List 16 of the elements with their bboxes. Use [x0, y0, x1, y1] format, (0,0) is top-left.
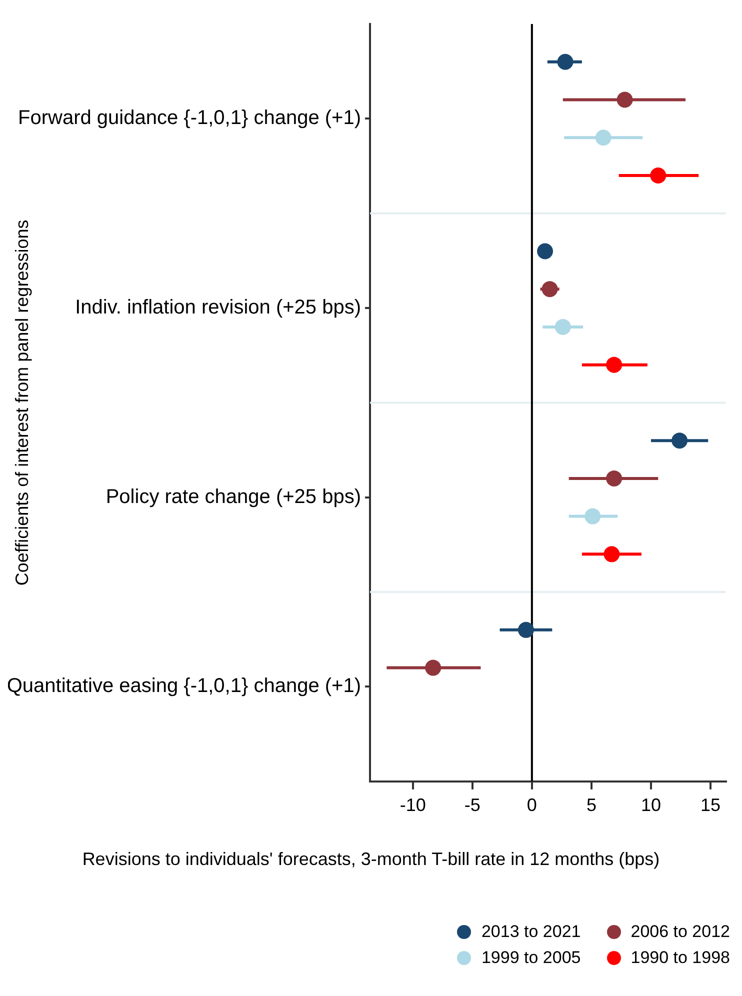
- x-tick-label: 0: [526, 795, 537, 816]
- y-tick-label: Policy rate change (+25 bps): [106, 486, 361, 508]
- legend-label: 2013 to 2021: [481, 922, 581, 942]
- x-tick-label: -10: [400, 795, 426, 816]
- y-axis-title: Coefficients of interest from panel regressions: [12, 220, 32, 586]
- y-tick-label: Indiv. inflation revision (+25 bps): [75, 296, 361, 319]
- legend-label: 2006 to 2012: [630, 922, 730, 942]
- x-tick-label: 10: [640, 795, 662, 816]
- y-tick-label: Quantitative easing {-1,0,1} change (+1): [6, 675, 361, 698]
- x-tick-label: 5: [586, 795, 596, 816]
- legend-label: 1999 to 2005: [481, 948, 581, 968]
- y-tick-label: Forward guidance {-1,0,1} change (+1): [18, 107, 361, 130]
- x-axis-title: Revisions to individuals' forecasts, 3-month T-bill rate in 12 months (bps): [81, 849, 661, 870]
- legend-label: 1990 to 1998: [630, 948, 730, 968]
- x-tick-label: 15: [700, 795, 721, 816]
- x-tick-label: -5: [464, 795, 480, 816]
